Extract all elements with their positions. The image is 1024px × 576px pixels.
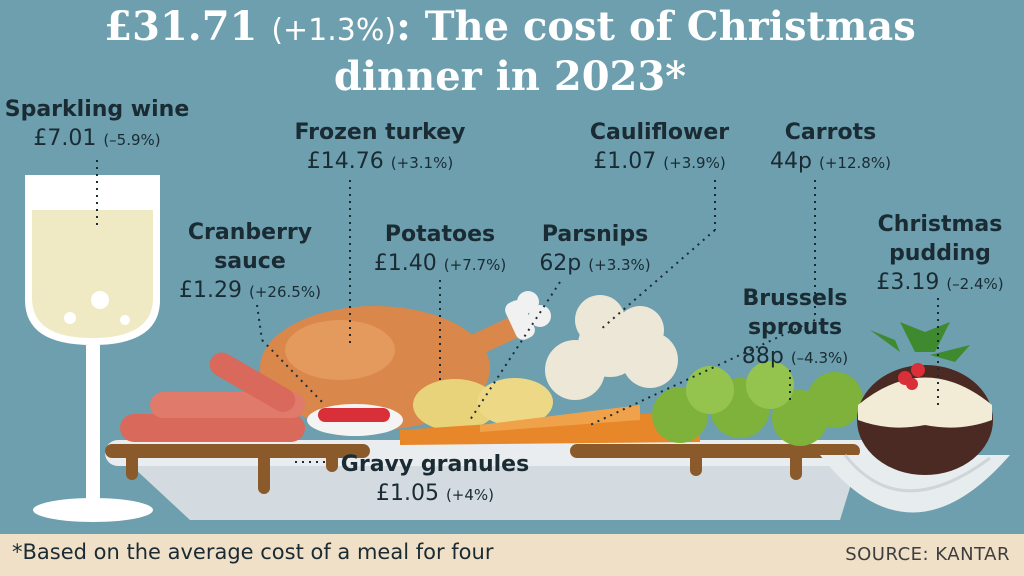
label-cranberry-sauce: Cranberry sauce £1.29 (+26.5%) [160,218,340,307]
source-credit: SOURCE: KANTAR [845,544,1010,565]
item-name-line2: sprouts [747,315,843,340]
item-change: (+3.3%) [588,256,651,274]
item-price: £1.40 [373,251,437,276]
item-name: Parsnips [541,222,649,247]
label-potatoes: Potatoes £1.40 (+7.7%) [360,220,520,280]
item-price: £1.07 [593,149,657,174]
pudding-bowl [820,454,1010,513]
item-change: (+7.7%) [443,256,507,274]
item-price: £14.76 [306,149,384,174]
item-change: (+12.8%) [819,154,891,172]
cranberry-sauce-illustration [307,404,403,436]
footnote: *Based on the average cost of a meal for… [12,540,494,564]
label-gravy-granules: Gravy granules £1.05 (+4%) [330,450,540,510]
infographic-title: £31.71 (+1.3%): The cost of Christmas di… [60,4,960,100]
item-price: £3.19 [876,270,940,295]
item-name: Frozen turkey [294,120,466,145]
item-change: (+4%) [445,486,495,504]
cauliflower-illustration [545,295,678,400]
item-price: 44p [770,149,813,174]
item-price: £7.01 [33,126,97,151]
label-sparkling-wine: Sparkling wine £7.01 (–5.9%) [2,95,192,155]
item-name-line1: Brussels [742,286,848,311]
item-change: (–4.3%) [790,349,849,367]
item-name: Potatoes [384,222,496,247]
sprouts-illustration [652,361,863,446]
item-change: (–2.4%) [946,275,1004,293]
item-price: £1.29 [179,278,243,303]
item-price: 62p [539,251,582,276]
item-change: (+3.9%) [663,154,726,172]
title-line2: dinner in 2023* [333,53,687,100]
item-name: Cauliflower [589,120,730,145]
label-parsnips: Parsnips 62p (+3.3%) [525,220,665,280]
item-name-line1: Cranberry [187,220,313,245]
item-change: (+3.1%) [390,154,454,172]
item-name-line2: sauce [214,249,286,274]
label-cauliflower: Cauliflower £1.07 (+3.9%) [572,118,747,178]
christmas-pudding-illustration [857,322,993,475]
leader-lines [96,160,939,463]
item-name-line2: pudding [889,241,991,266]
pigs-in-blankets-illustration [120,352,305,442]
item-price: 88p [741,344,784,369]
footer-bar: *Based on the average cost of a meal for… [0,534,1024,576]
label-christmas-pudding: Christmas pudding £3.19 (–2.4%) [860,210,1020,299]
total-cost: £31.71 [104,3,258,50]
item-name: Carrots [784,120,877,145]
item-change: (+26.5%) [249,283,321,301]
item-name-line1: Christmas [877,212,1003,237]
carrots-illustration [400,405,700,445]
item-name: Gravy granules [340,452,530,477]
label-brussels-sprouts: Brussels sprouts 88p (–4.3%) [715,284,875,373]
item-change: (–5.9%) [103,131,161,149]
wine-glass-illustration [25,175,160,522]
item-name: Sparkling wine [4,97,190,122]
title-text: : The cost of Christmas [396,3,916,50]
label-carrots: Carrots 44p (+12.8%) [748,118,913,178]
potatoes-illustration [413,378,553,431]
label-frozen-turkey: Frozen turkey £14.76 (+3.1%) [275,118,485,178]
total-change: (+1.3%) [271,13,397,48]
gravy-drips [105,444,860,494]
item-price: £1.05 [375,481,439,506]
